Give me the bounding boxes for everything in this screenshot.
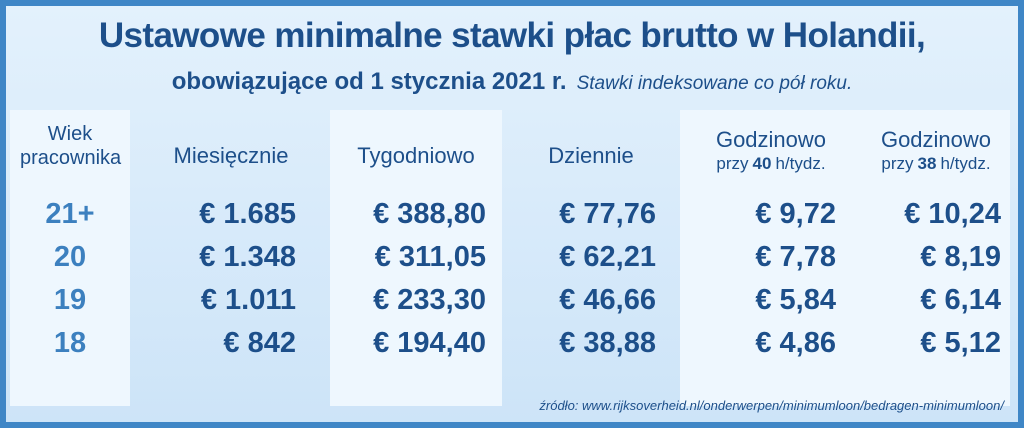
header-sub: przy 40 h/tydz. (696, 152, 846, 176)
rate-cell: € 1.348 (199, 241, 296, 273)
column-header: Miesięcznie (156, 144, 306, 168)
column-header: Dziennie (516, 144, 666, 168)
column-header: Tygodniowo (336, 144, 496, 168)
note: Stawki indeksowane co pół roku. (576, 73, 853, 94)
header-sub-part: 38 (917, 154, 937, 173)
age-label: 21+ (45, 198, 95, 230)
rate-cell: € 1.011 (200, 284, 296, 316)
rate-cell: € 842 (223, 327, 296, 359)
header-title: Dziennie (548, 143, 634, 168)
subtitle: obowiązujące od 1 stycznia 2021 r. (171, 68, 567, 95)
header-sub-part: h/tydz. (775, 154, 826, 173)
header-title: Godzinowo (880, 127, 992, 152)
rate-cell: € 9,72 (755, 198, 836, 230)
header-title: Tygodniowo (357, 143, 475, 168)
rate-cell: € 5,12 (920, 327, 1001, 359)
rate-cell: € 5,84 (755, 284, 836, 316)
header-title: Godzinowo (715, 127, 827, 152)
rate-cell: € 194,40 (373, 327, 486, 359)
rate-cell: € 4,86 (755, 327, 836, 359)
panel (680, 110, 1010, 406)
rate-cell: € 77,76 (559, 198, 656, 230)
rate-cell: € 233,30 (373, 284, 486, 316)
rate-cell: € 38,88 (559, 327, 656, 359)
rate-cell: € 1.685 (199, 198, 296, 230)
header-title: Miesięcznie (173, 143, 289, 168)
rate-cell: € 388,80 (373, 198, 486, 230)
age-label: 18 (53, 327, 87, 359)
rate-cell: € 10,24 (904, 198, 1001, 230)
panel (10, 110, 130, 406)
column-header: Wiek pracownika (10, 122, 130, 170)
header-sub-part: h/tydz. (940, 154, 991, 173)
rate-cell: € 311,05 (374, 241, 486, 273)
header-sub-part: 40 (752, 154, 772, 173)
header-sub: przy 38 h/tydz. (861, 152, 1011, 176)
rate-cell: € 62,21 (559, 241, 656, 273)
age-label: 19 (53, 284, 87, 316)
rate-cell: € 7,78 (755, 241, 836, 273)
rate-cell: € 46,66 (559, 284, 656, 316)
column-header: Godzinowo przy 40 h/tydz. (696, 128, 846, 176)
rate-cell: € 8,19 (920, 241, 1001, 273)
age-label: 20 (53, 241, 87, 273)
header-title: Wiek pracownika (20, 123, 122, 169)
title: Ustawowe minimalne stawki płac brutto w … (98, 16, 926, 55)
source: źródło: www.rijksoverheid.nl/onderwerpen… (539, 398, 1004, 413)
rate-cell: € 6,14 (920, 284, 1001, 316)
column-header: Godzinowo przy 38 h/tydz. (861, 128, 1011, 176)
header-sub-part: przy (716, 154, 749, 173)
header-sub-part: przy (881, 154, 914, 173)
subtitle-row: obowiązujące od 1 stycznia 2021 r. Stawki… (6, 68, 1018, 96)
panel (330, 110, 502, 406)
